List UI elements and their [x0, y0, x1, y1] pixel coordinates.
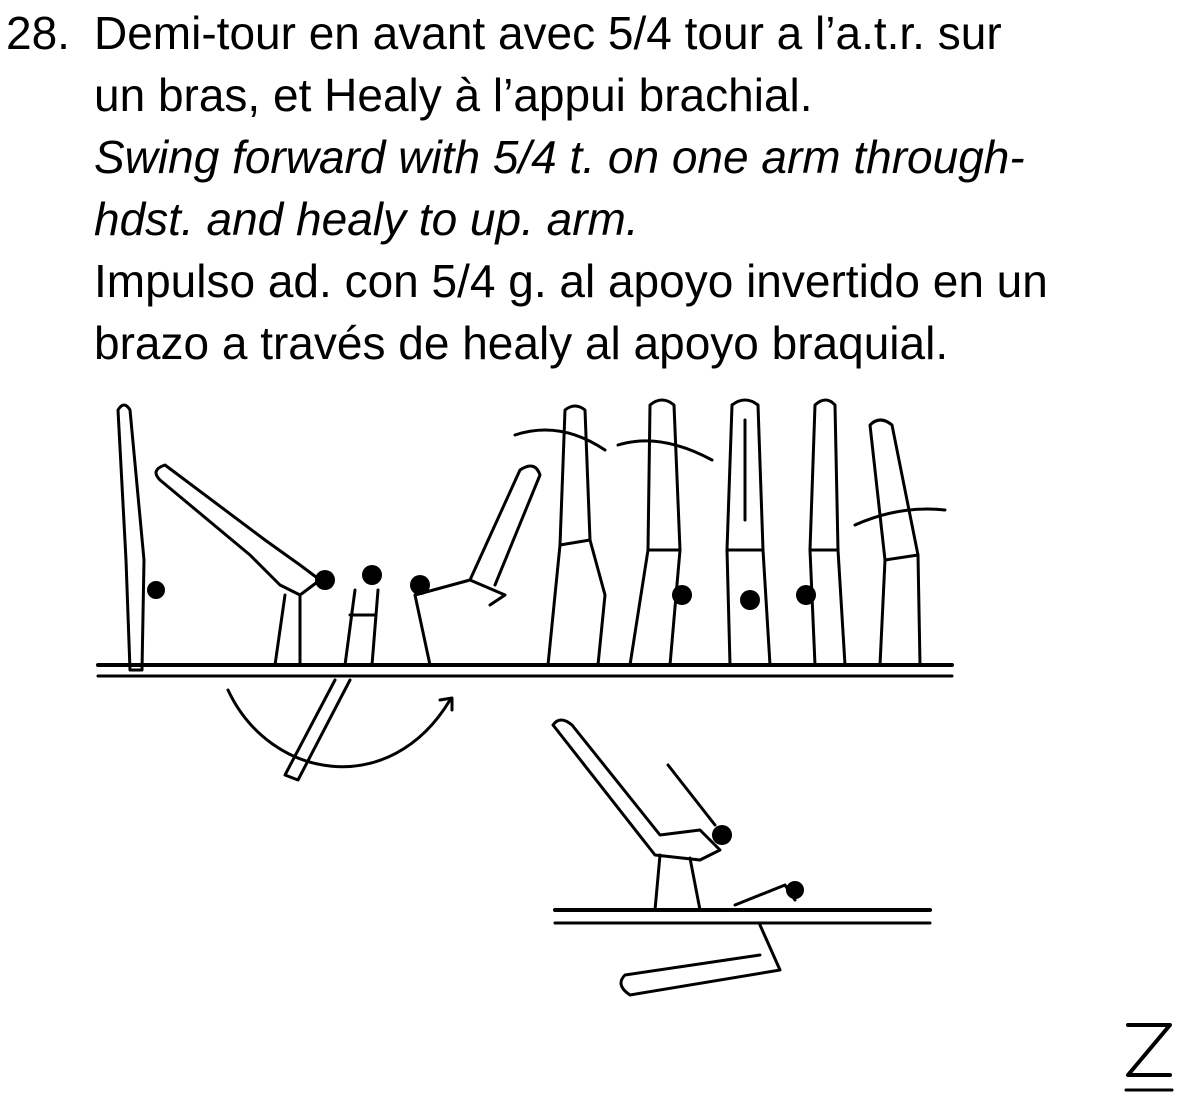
lower-bars — [553, 908, 932, 925]
spanish-line-1: Impulso ad. con 5/4 g. al apoyo invertid… — [94, 255, 1048, 307]
gymnast-figure-1 — [116, 403, 165, 672]
english-line-1: Swing forward with 5/4 t. on one arm thr… — [94, 131, 1025, 183]
element-description: 28. Demi-tour en avant avec 5/4 tour a l… — [0, 0, 1198, 380]
element-number: 28. — [6, 7, 70, 59]
gymnast-figure-6 — [616, 398, 714, 667]
french-line-2: un bras, et Healy à l’appui brachial. — [94, 69, 813, 121]
french-line-1: Demi-tour en avant avec 5/4 tour a l’a.t… — [94, 7, 1002, 59]
gymnast-figure-2 — [154, 463, 335, 667]
gymnast-figure-5 — [513, 404, 607, 667]
gymnast-figure-9 — [853, 418, 947, 667]
element-text-block: Demi-tour en avant avec 5/4 tour a l’a.t… — [94, 2, 1194, 374]
gymnast-figure-7 — [725, 398, 772, 667]
gymnast-figure-4 — [410, 464, 542, 667]
gymnastics-illustration — [0, 380, 1198, 1118]
swing-arc — [226, 688, 452, 769]
z-symbol — [1124, 1023, 1174, 1092]
gymnast-figure-10 — [551, 718, 732, 912]
english-line-2: hdst. and healy to up. arm. — [94, 193, 639, 245]
spanish-line-2: brazo a través de healy al apoyo braquia… — [94, 317, 949, 369]
gymnast-figure-11 — [619, 881, 804, 997]
upper-bars — [96, 663, 954, 678]
gymnast-figure-8 — [796, 398, 847, 667]
illustration-svg — [96, 398, 1174, 1092]
gymnast-figure-3 — [283, 565, 382, 782]
arc-arrow-head — [438, 696, 454, 712]
